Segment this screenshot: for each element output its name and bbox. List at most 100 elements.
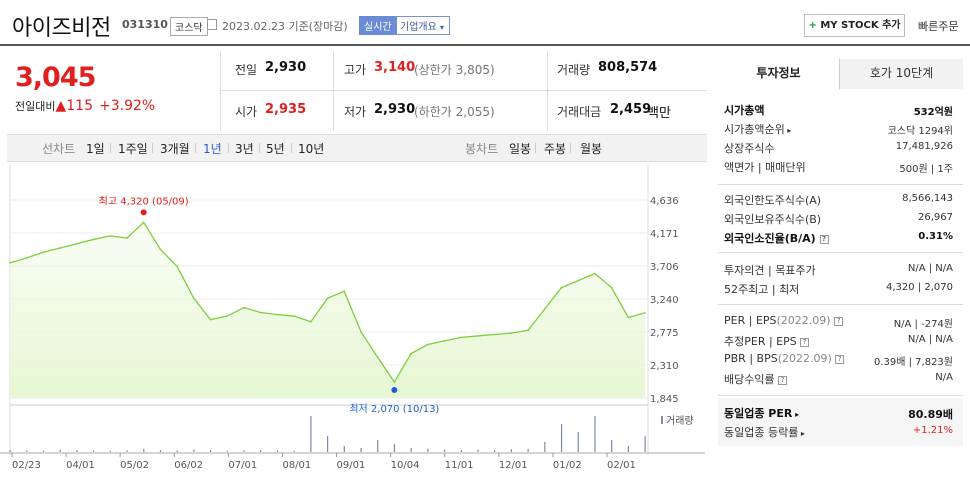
price-point xyxy=(76,242,78,245)
rank-label-text: 시가총액순위 xyxy=(724,123,785,136)
price-point xyxy=(443,340,446,342)
price-area xyxy=(10,222,645,398)
period-1d[interactable]: 1일 xyxy=(86,142,105,156)
caret-right-icon: ▸ xyxy=(798,429,805,438)
dividend-label: 배당수익률 ? xyxy=(724,371,788,387)
per-eps-label: PER | EPS(2022.09) ? xyxy=(724,314,844,327)
amount-value: 2,459 xyxy=(610,102,652,117)
volume-bar xyxy=(226,450,228,452)
period-10y[interactable]: 10년 xyxy=(298,142,325,156)
period-1y[interactable]: 1년 xyxy=(203,142,222,156)
price-point xyxy=(92,238,95,241)
change-value: 115 xyxy=(66,98,93,114)
foreign-ratio-label-text: 외국인소진율(B/A) xyxy=(724,232,816,245)
candle-monthly[interactable]: 월봉 xyxy=(580,142,603,156)
rank-value: 코스닥 1294위 xyxy=(887,126,953,137)
volume-bar xyxy=(109,450,111,452)
help-icon[interactable]: ? xyxy=(835,354,845,364)
price-point xyxy=(594,272,596,275)
my-stock-add-button[interactable]: + MY STOCK 추가 xyxy=(804,14,905,37)
y-tick-label: 2,310 xyxy=(650,361,679,372)
sector-chg-label[interactable]: 동일업종 등락률 ▸ xyxy=(724,424,805,440)
price-point xyxy=(343,290,346,293)
foreign-hold-label: 외국인보유주식수(B) xyxy=(724,213,822,226)
y-tick-label: 4,636 xyxy=(650,196,679,207)
price-point xyxy=(209,318,212,321)
high-label: 고가 xyxy=(344,63,367,77)
corp-info-dropdown[interactable]: 기업개요 ▾ xyxy=(394,16,451,35)
help-icon[interactable]: ? xyxy=(834,316,844,326)
prev-value: 2,930 xyxy=(265,60,307,75)
price-change: 전일대비▲115 +3.92% xyxy=(15,98,155,114)
foreign-ratio-label: 외국인소진율(B/A) ? xyxy=(724,230,829,246)
low-label: 최저 2,070 (10/13) xyxy=(349,403,439,415)
y-tick-label: 3,706 xyxy=(650,262,679,273)
period-5y[interactable]: 5년 xyxy=(266,142,285,156)
page-header xyxy=(0,0,970,46)
price-point xyxy=(493,333,496,336)
dividend-value: N/A xyxy=(935,372,953,383)
corp-info-label: 기업개요 xyxy=(400,22,437,33)
price-point xyxy=(276,313,279,316)
period-3m[interactable]: 3개월 xyxy=(160,142,190,156)
volume-bar xyxy=(427,448,429,452)
price-point xyxy=(627,316,630,319)
market-cap-value: 532억원 xyxy=(913,107,953,118)
price-chart[interactable]: 4,636 4,171 3,706 3,240 2,775 2,310 1,845 최고 4,… xyxy=(0,165,710,484)
divider xyxy=(718,252,963,253)
price-point xyxy=(176,265,178,268)
help-icon[interactable]: ? xyxy=(819,234,829,244)
realtime-badge[interactable]: 실시간 xyxy=(359,16,397,35)
w52-value: 4,320 | 2,070 xyxy=(886,282,953,293)
volume-bar xyxy=(594,416,596,452)
volume-bar xyxy=(393,444,396,452)
tab-invest-info[interactable]: 투자정보 xyxy=(718,59,840,89)
foreign-limit-label: 외국인한도주식수(A) xyxy=(724,194,822,207)
price-point xyxy=(226,315,229,317)
price-point xyxy=(543,308,546,310)
divider xyxy=(333,51,334,131)
y-tick-label: 3,240 xyxy=(650,295,679,306)
sector-chg-label-text: 동일업종 등락률 xyxy=(724,426,799,439)
high-label: 최고 4,320 (05/09) xyxy=(99,195,189,207)
period-1w[interactable]: 1주일 xyxy=(118,142,148,156)
candle-weekly[interactable]: 주봉 xyxy=(544,142,567,156)
target-label: 목표주가 xyxy=(775,264,816,277)
sector-per-label-text: 동일업종 PER xyxy=(724,407,793,420)
sector-per-label[interactable]: 동일업종 PER ▸ xyxy=(724,405,799,421)
volume-bar xyxy=(477,449,479,452)
chevron-down-icon: ▾ xyxy=(440,23,445,32)
x-tick-label: 11/01 xyxy=(445,460,474,471)
price-point xyxy=(243,306,245,309)
divider xyxy=(718,395,963,396)
x-tick-label: 10/04 xyxy=(391,460,420,471)
divider xyxy=(718,304,963,305)
par-label: 액면가 xyxy=(724,161,755,174)
prev-label: 전일 xyxy=(235,63,258,77)
divider xyxy=(220,90,707,91)
volume-bar xyxy=(243,450,245,452)
volume-bar xyxy=(310,416,312,452)
period-3y[interactable]: 3년 xyxy=(235,142,254,156)
help-icon[interactable]: ? xyxy=(778,375,788,385)
divider xyxy=(547,51,548,131)
help-icon[interactable]: ? xyxy=(800,337,810,347)
volume-bar xyxy=(644,436,646,452)
volume-value: 808,574 xyxy=(598,60,658,75)
volume-bar xyxy=(510,449,513,452)
candle-daily[interactable]: 일봉 xyxy=(509,142,532,156)
market-cap-label: 시가총액 xyxy=(724,104,765,117)
plus-icon: + xyxy=(808,20,817,31)
high-marker xyxy=(140,209,147,216)
low-label: 저가 xyxy=(344,105,367,119)
per-eps-value: N/A | -274원 xyxy=(893,319,953,330)
x-tick-label: 07/01 xyxy=(228,460,257,471)
tab-ask-10[interactable]: 호가 10단계 xyxy=(840,59,963,89)
volume-bar xyxy=(26,450,28,452)
par-unit-value: 500원 | 1주 xyxy=(899,164,953,175)
rank-label[interactable]: 시가총액순위 ▸ xyxy=(724,121,791,137)
divider xyxy=(195,143,196,153)
my-stock-label: MY STOCK 추가 xyxy=(820,20,901,31)
change-label: 전일대비 xyxy=(15,100,56,113)
quick-order-link[interactable]: 빠른주문 xyxy=(918,20,959,33)
